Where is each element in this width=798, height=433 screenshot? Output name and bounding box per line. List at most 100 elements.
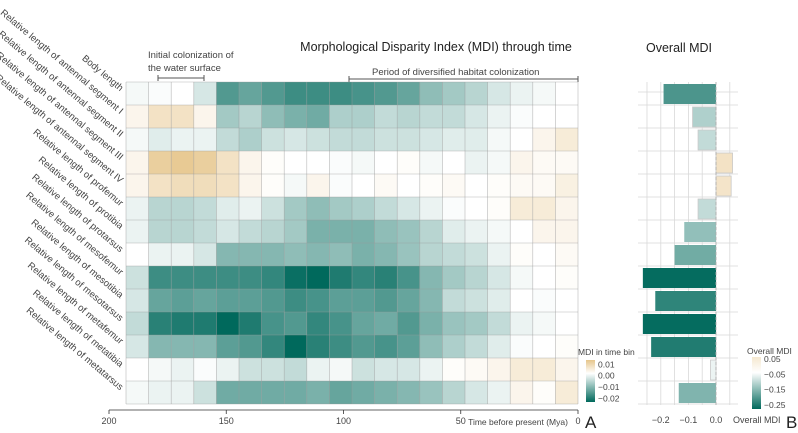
heatmap-cell (171, 289, 194, 312)
heatmap-cell (487, 197, 511, 220)
heatmap-cell (397, 128, 420, 151)
legend-tick-label: 0.01 (598, 359, 615, 369)
heatmap-cell (239, 174, 262, 197)
heatmap-cell (374, 128, 398, 151)
heatmap-cell (555, 312, 578, 335)
heatmap-cell (510, 335, 533, 358)
bar (663, 84, 716, 104)
heatmap-cell (397, 105, 420, 128)
heatmap-cell (261, 128, 285, 151)
bar-x-tick-label: 0.0 (710, 415, 723, 425)
heatmap-cell (555, 358, 578, 381)
heatmap-cell (239, 266, 262, 289)
heatmap-cell (465, 174, 488, 197)
heatmap-cell (374, 289, 398, 312)
heatmap-cell (329, 358, 352, 381)
heatmap-cell (171, 312, 194, 335)
heatmap-cell (329, 105, 352, 128)
heatmap-cell (465, 335, 488, 358)
heatmap-cell (532, 266, 556, 289)
heatmap-cell (419, 243, 443, 266)
heatmap-cell (419, 289, 443, 312)
heatmap-cell (261, 82, 285, 105)
heatmap-cell (329, 243, 352, 266)
heatmap-cell (171, 243, 194, 266)
heatmap-cell (126, 82, 149, 105)
heatmap-cell (397, 243, 420, 266)
heatmap-cell (148, 220, 172, 243)
annotation-initial-colonization: the water surface (148, 63, 221, 74)
annotation-initial-colonization: Initial colonization of (148, 50, 234, 61)
bar (642, 268, 716, 288)
heatmap-cell (487, 105, 511, 128)
bar (655, 291, 716, 311)
heatmap-cell (193, 174, 217, 197)
heatmap-cell (465, 243, 488, 266)
heatmap-cell (510, 289, 533, 312)
legend-tick-label: 0.00 (598, 371, 615, 381)
heatmap-cell (171, 358, 194, 381)
heatmap-cell (352, 174, 375, 197)
heatmap-cell (419, 220, 443, 243)
heatmap-cell (442, 105, 465, 128)
heatmap-cell (306, 243, 330, 266)
heatmap-cell (148, 312, 172, 335)
heatmap-cell (126, 197, 149, 220)
x-axis-heatmap: 200 150 100 50 0 (101, 409, 581, 426)
heatmap-cell (442, 82, 465, 105)
heatmap-cell (216, 197, 239, 220)
heatmap-cell (306, 289, 330, 312)
heatmap-cell (329, 174, 352, 197)
legend-tick-label: −0.25 (764, 400, 786, 410)
bar (684, 222, 716, 242)
heatmap-cell (442, 243, 465, 266)
heatmap-cell (465, 128, 488, 151)
heatmap-cell (193, 312, 217, 335)
heatmap-cell (510, 151, 533, 174)
heatmap-cell (216, 312, 239, 335)
heatmap-cell (193, 220, 217, 243)
heatmap-cell (284, 289, 307, 312)
heatmap-cell (532, 151, 556, 174)
heatmap-cell (306, 335, 330, 358)
heatmap-cell (261, 358, 285, 381)
heatmap-cell (261, 312, 285, 335)
heatmap-cell (284, 220, 307, 243)
heatmap-cell (216, 151, 239, 174)
heatmap-cell (126, 220, 149, 243)
heatmap-cell (239, 381, 262, 404)
heatmap-cell (487, 151, 511, 174)
heatmap-cell (193, 151, 217, 174)
heatmap-cell (510, 174, 533, 197)
heatmap-cell (126, 105, 149, 128)
heatmap-cell (532, 335, 556, 358)
heatmap-cell (465, 220, 488, 243)
heatmap-cell (216, 220, 239, 243)
heatmap-cell (306, 151, 330, 174)
heatmap-cell (532, 174, 556, 197)
legend-tick-label: −0.01 (598, 382, 620, 392)
heatmap-cell (261, 381, 285, 404)
heatmap-cell (442, 312, 465, 335)
heatmap-cell (239, 197, 262, 220)
heatmap-cell (148, 358, 172, 381)
heatmap-cell (419, 128, 443, 151)
bar (697, 129, 717, 151)
heatmap-cell (374, 381, 398, 404)
annotations: Initial colonization of the water surface… (148, 50, 579, 82)
heatmap-cell (532, 312, 556, 335)
heatmap-cell (148, 289, 172, 312)
heatmap-cell (510, 312, 533, 335)
heatmap-cell (261, 289, 285, 312)
heatmap-cell (532, 381, 556, 404)
heatmap-cell (374, 174, 398, 197)
heatmap-cell (352, 197, 375, 220)
heatmap-cell (126, 358, 149, 381)
heatmap-cell (216, 266, 239, 289)
heatmap-cell (352, 312, 375, 335)
heatmap-cell (487, 358, 511, 381)
heatmap-cell (352, 358, 375, 381)
x-axis-bar: −0.2 −0.1 0.0 (652, 415, 722, 425)
heatmap-cell (442, 197, 465, 220)
bar (710, 359, 717, 381)
